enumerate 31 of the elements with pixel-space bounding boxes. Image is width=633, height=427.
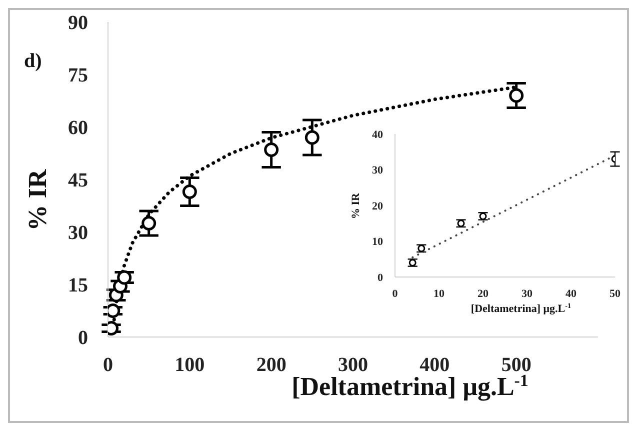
x-tick-label: 100 xyxy=(174,354,205,376)
x-axis-title: [Deltametrina] μg.L$^{-1}$ xyxy=(470,302,572,315)
point xyxy=(264,142,279,157)
y-tick-label: 40 xyxy=(372,128,384,141)
x-tick-label: 10 xyxy=(434,288,445,300)
x-tick-label: 0 xyxy=(103,354,113,376)
x-tick-label: 0 xyxy=(392,288,398,300)
point xyxy=(117,270,132,285)
x-tick-label: 30 xyxy=(522,288,533,300)
y-tick-label: 90 xyxy=(68,12,88,34)
y-tick-label: 45 xyxy=(68,170,88,192)
y-tick-label: 30 xyxy=(372,164,384,177)
y-tick-label: 20 xyxy=(372,200,384,212)
point xyxy=(509,88,524,103)
point xyxy=(182,184,197,199)
y-axis-title: % IR xyxy=(23,169,52,231)
y-tick-label: 15 xyxy=(68,274,88,297)
x-tick-label: 20 xyxy=(478,288,489,300)
y-axis-title: % IR xyxy=(350,192,362,219)
x-tick-label: 200 xyxy=(256,354,286,376)
y-tick-label: 60 xyxy=(68,117,88,140)
y-tick-label: 30 xyxy=(68,222,88,244)
x-tick-label: 40 xyxy=(566,288,577,300)
y-tick-label: 75 xyxy=(68,64,88,87)
point xyxy=(142,216,156,230)
x-tick-label: 50 xyxy=(610,288,621,300)
y-tick-label: 0 xyxy=(78,327,88,350)
text: d) xyxy=(24,50,42,73)
y-tick-label: 0 xyxy=(378,272,384,284)
y-tick-label: 10 xyxy=(372,236,384,248)
point xyxy=(304,130,320,145)
